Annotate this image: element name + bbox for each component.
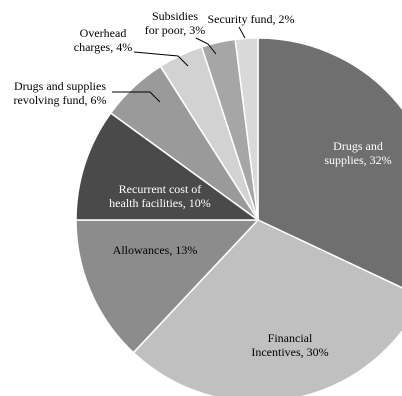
- slice-label-6: Subsidies for poor, 3%: [145, 9, 206, 37]
- pie-slice-0: [257, 37, 402, 289]
- slice-label-3: Recurrent cost of health facilities, 10%: [109, 182, 211, 210]
- slice-label-line: Drugs and supplies: [14, 79, 106, 93]
- leader-line-7: [238, 26, 246, 39]
- slice-label-line: Security fund, 2%: [208, 12, 295, 26]
- slice-label-line: revolving fund, 6%: [14, 93, 107, 107]
- slice-label-line: health facilities, 10%: [109, 196, 211, 210]
- slice-label-line: charges, 4%: [74, 40, 132, 54]
- slice-label-7: Security fund, 2%: [208, 12, 295, 26]
- slice-label-0: Drugs and supplies, 32%: [324, 139, 391, 167]
- leader-line-6: [195, 37, 217, 55]
- leader-line-5: [133, 51, 189, 67]
- slice-label-line: Overhead: [80, 26, 127, 40]
- slice-label-line: supplies, 32%: [324, 153, 391, 167]
- slice-label-line: Recurrent cost of: [119, 182, 202, 196]
- slice-label-1: Financial Incentives, 30%: [251, 331, 328, 359]
- slice-label-line: Incentives, 30%: [251, 345, 328, 359]
- pie-slice-3: [75, 111, 261, 221]
- slice-label-2: Allowances, 13%: [113, 243, 198, 257]
- pie-slice-2: [75, 219, 260, 354]
- slice-label-5: Overhead charges, 4%: [74, 26, 132, 54]
- slice-label-line: for poor, 3%: [145, 23, 206, 37]
- slice-label-4: Drugs and supplies revolving fund, 6%: [14, 79, 107, 107]
- pie-slice-1: [132, 219, 402, 396]
- slice-label-line: Financial: [268, 331, 313, 345]
- slice-label-line: Allowances, 13%: [113, 243, 198, 257]
- slice-label-line: Drugs and: [333, 139, 383, 153]
- leader-line-4: [112, 91, 161, 103]
- pie-slice-7: [234, 37, 259, 221]
- slice-label-line: Subsidies: [152, 9, 198, 23]
